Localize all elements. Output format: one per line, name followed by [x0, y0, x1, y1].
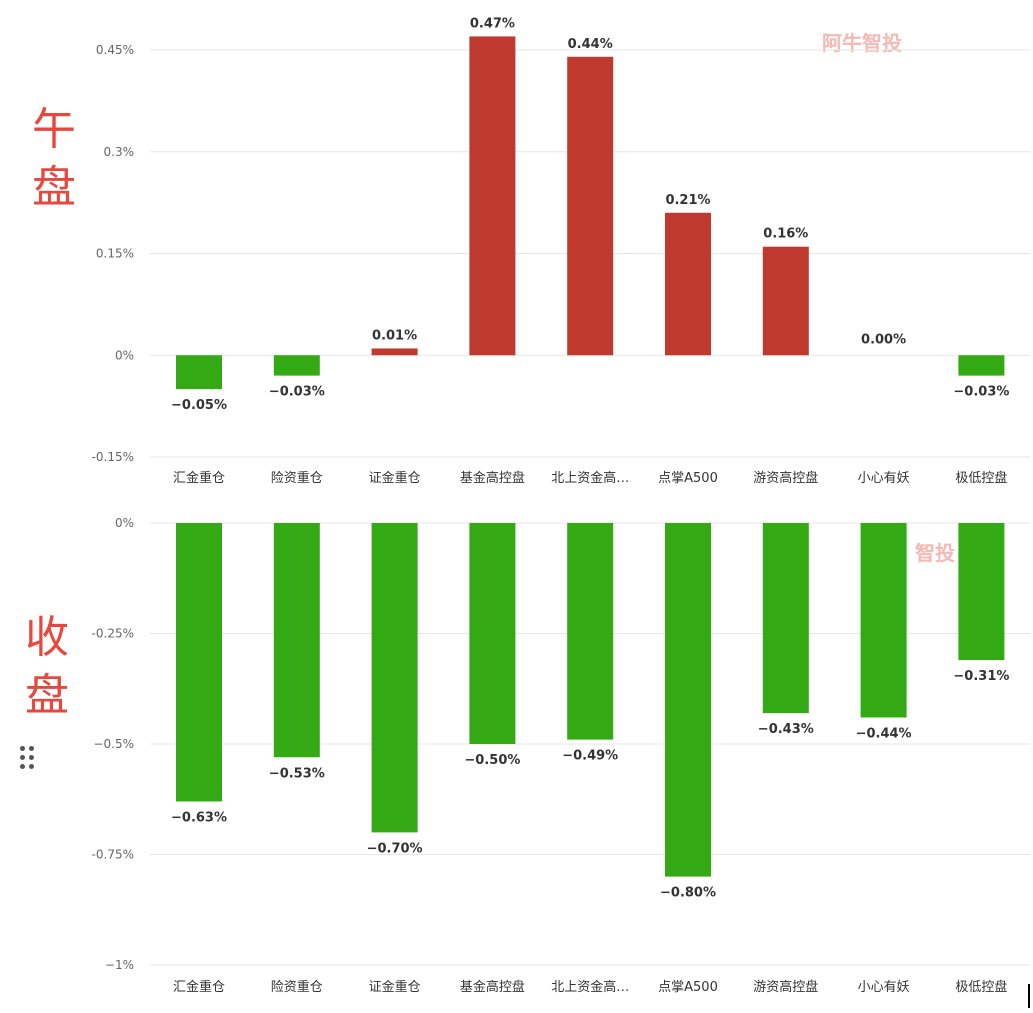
bar	[176, 355, 222, 390]
category-label: 小心有妖	[858, 471, 910, 486]
category-label: 小心有妖	[858, 980, 910, 995]
category-label: 险资重仓	[271, 979, 323, 995]
data-label: −0.63%	[171, 810, 227, 825]
close-label: 收盘	[25, 612, 69, 721]
data-label: −0.43%	[758, 722, 814, 737]
data-label: −0.03%	[269, 385, 325, 400]
data-label: −0.80%	[660, 886, 716, 901]
data-label: −0.49%	[562, 749, 618, 764]
data-label: 0.00%	[861, 332, 906, 347]
y-tick-label: 0%	[115, 516, 134, 530]
data-label: 0.21%	[665, 193, 710, 208]
category-label: 极低控盘	[955, 979, 1007, 995]
category-label: 险资重仓	[271, 470, 323, 486]
y-tick-label: -0.15%	[92, 450, 134, 464]
bar	[958, 355, 1005, 376]
category-label: 汇金重仓	[173, 470, 225, 486]
bar	[273, 523, 320, 758]
data-label: 0.44%	[568, 37, 613, 52]
data-label: 0.47%	[470, 16, 515, 31]
data-label: −0.31%	[953, 669, 1009, 684]
category-label: 汇金重仓	[173, 979, 225, 995]
drag-handle-icon[interactable]	[20, 746, 38, 770]
y-tick-label: -0.75%	[92, 848, 134, 862]
y-tick-label: 0.3%	[104, 145, 135, 159]
bar	[762, 246, 809, 356]
category-label: 点掌A500	[658, 980, 718, 995]
category-label: 北上资金高…	[551, 470, 629, 486]
bar	[371, 348, 418, 356]
data-label: 0.16%	[763, 227, 808, 242]
category-label: 基金高控盘	[460, 979, 525, 995]
bar	[665, 523, 711, 877]
category-label: 北上资金高…	[551, 979, 629, 995]
data-label: −0.03%	[953, 385, 1009, 400]
bar	[860, 523, 907, 718]
category-label: 证金重仓	[369, 470, 421, 486]
bar	[762, 523, 809, 714]
y-tick-label: −1%	[105, 958, 134, 972]
y-tick-label: -0.25%	[92, 627, 134, 641]
bar	[371, 523, 418, 833]
watermark-text: 智投	[915, 541, 955, 565]
bar	[176, 523, 222, 802]
data-label: 0.01%	[372, 328, 417, 343]
bar	[567, 523, 614, 740]
category-label: 游资高控盘	[753, 979, 818, 995]
category-label: 点掌A500	[658, 471, 718, 486]
data-label: −0.53%	[269, 766, 325, 781]
category-label: 基金高控盘	[460, 470, 525, 486]
y-tick-label: 0%	[115, 348, 134, 362]
y-tick-label: 0.15%	[96, 247, 134, 261]
category-label: 游资高控盘	[753, 470, 818, 486]
bar	[665, 212, 711, 356]
bar	[958, 523, 1005, 661]
category-label: 极低控盘	[955, 470, 1007, 486]
data-label: −0.70%	[367, 841, 423, 856]
bar	[567, 56, 614, 356]
y-tick-label: 0.45%	[96, 43, 134, 57]
category-label: 证金重仓	[369, 979, 421, 995]
watermark-text: 阿牛智投	[822, 31, 902, 55]
bar	[273, 355, 320, 376]
bar	[469, 36, 516, 356]
data-label: −0.44%	[856, 726, 912, 741]
data-label: −0.50%	[464, 753, 520, 768]
bar	[469, 523, 516, 744]
y-tick-label: −0.5%	[93, 737, 134, 751]
data-label: −0.05%	[171, 398, 227, 413]
midday-label: 午盘	[32, 104, 76, 213]
text-cursor	[1028, 984, 1030, 1008]
